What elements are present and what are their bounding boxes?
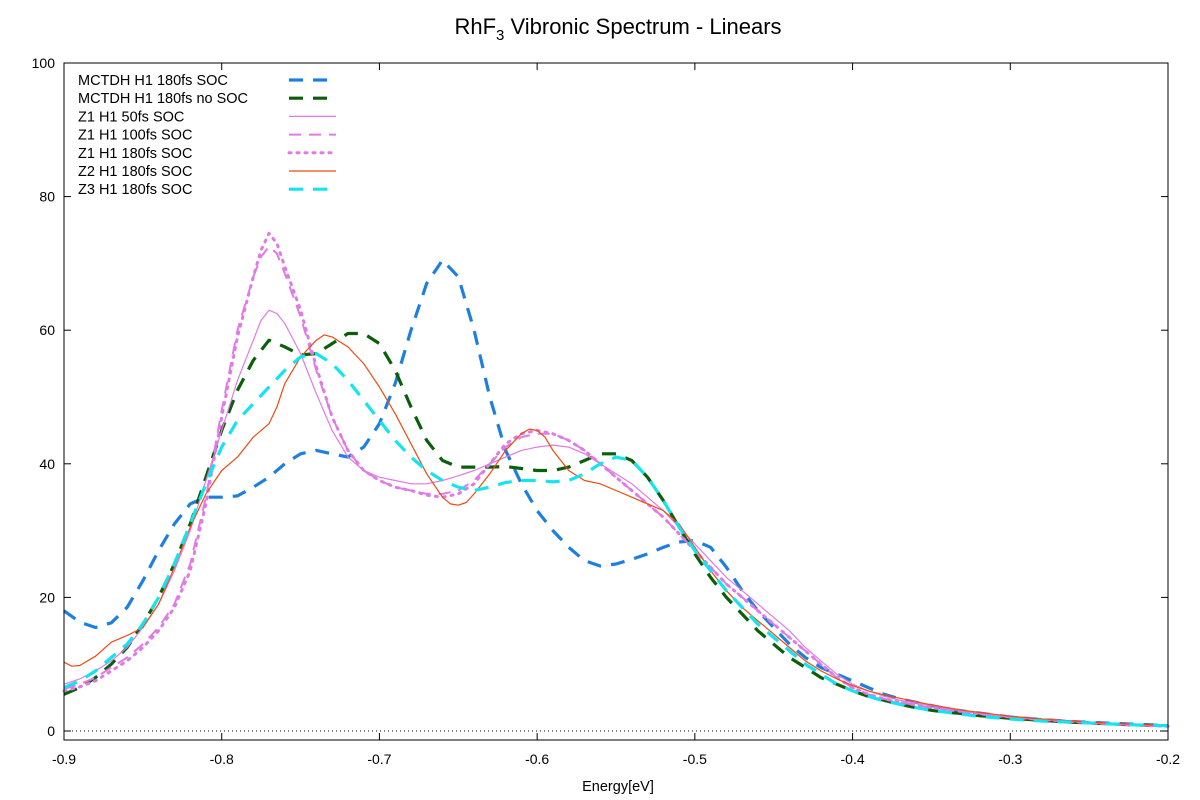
x-tick-label: -0.4 [841,751,865,767]
chart-title-main: RhF [454,14,496,39]
x-tick-label: -0.9 [52,751,76,767]
series-line-5 [62,231,1170,728]
y-tick-label: 60 [39,322,55,338]
series-line-6 [63,334,1169,727]
ticks-layer: -0.9 -0.8 -0.7 -0.6 -0.5 -0.4 -0.3 -0.2 0 20 40 60 8… [32,55,1181,767]
chart-title: RhF3 Vibronic Spectrum - Linears [454,14,781,44]
y-tick-label: 0 [47,723,55,739]
legend-label: MCTDH H1 180fs no SOC [78,91,248,107]
plot-frame [63,62,1169,741]
x-tick-label: -0.5 [683,751,707,767]
y-tick-label: 80 [39,189,55,205]
legend-label: Z1 H1 50fs SOC [78,109,184,125]
legend: MCTDH H1 180fs SOC MCTDH H1 180fs no SOC Z… [78,73,338,198]
y-tick-label: 100 [32,55,56,71]
legend-label: Z2 H1 180fs SOC [78,164,192,180]
legend-label: Z1 H1 180fs SOC [78,146,192,162]
legend-label: Z3 H1 180fs SOC [78,182,192,198]
series-layer [62,231,1170,728]
x-tick-label: -0.8 [210,751,234,767]
legend-label: MCTDH H1 180fs SOC [78,73,228,89]
series-line-7 [63,352,1169,728]
series-line-4 [63,245,1169,728]
chart-title-suffix: Vibronic Spectrum - Linears [504,14,781,39]
x-axis-title: Energy[eV] [582,779,654,795]
series-line-2 [63,331,1169,728]
x-tick-label: -0.2 [1156,751,1180,767]
legend-label: Z1 H1 100fs SOC [78,128,192,144]
x-tick-label: -0.7 [367,751,391,767]
series-line-3 [63,309,1169,727]
chart-title-subscript: 3 [496,27,504,44]
series-line-1 [63,258,1169,728]
x-tick-label: -0.3 [998,751,1022,767]
y-tick-label: 20 [39,589,55,605]
x-tick-label: -0.6 [525,751,549,767]
y-tick-label: 40 [39,456,55,472]
